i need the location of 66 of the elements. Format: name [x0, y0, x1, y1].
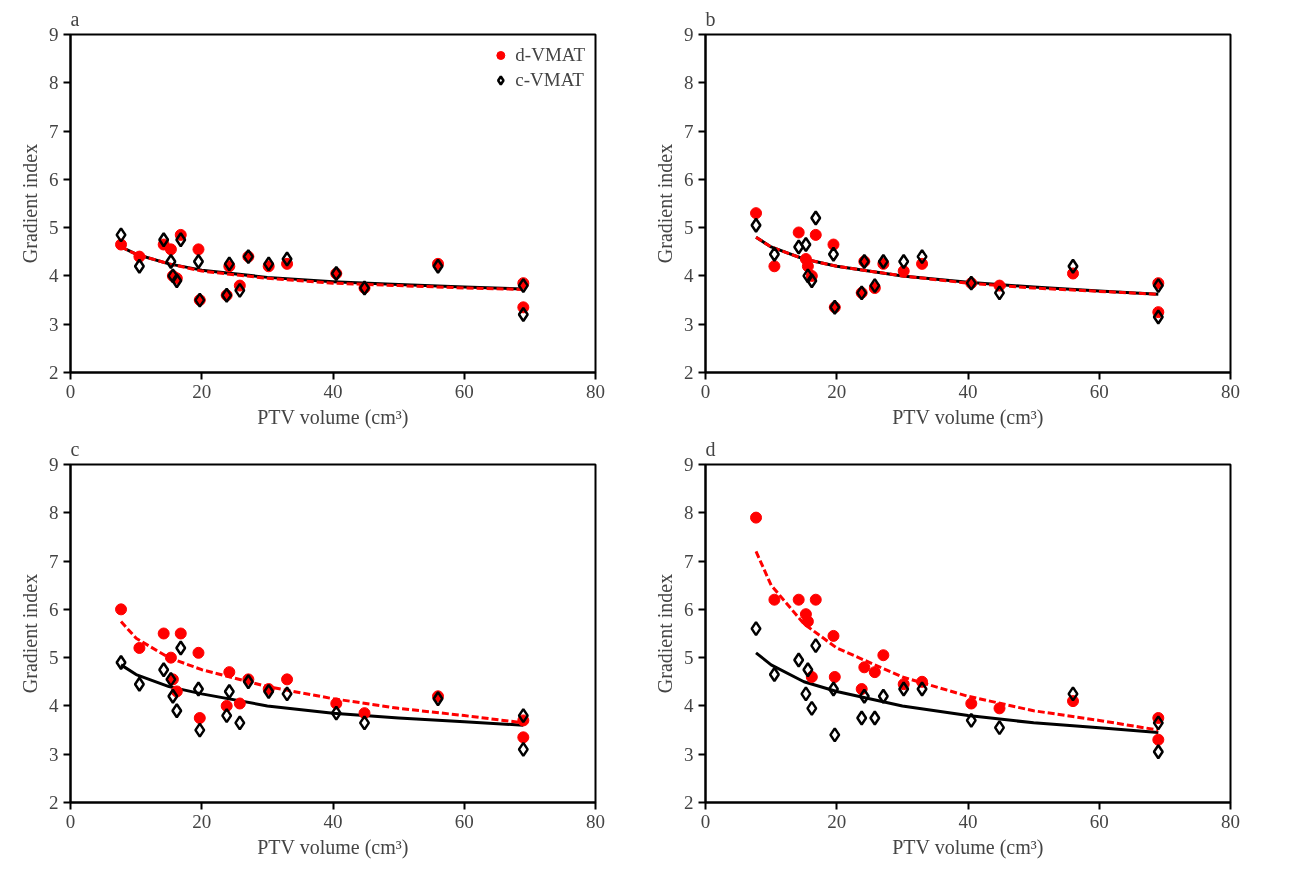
y-tick-label: 3	[49, 743, 59, 765]
y-tick-label: 3	[684, 743, 694, 765]
y-tick-label: 4	[684, 695, 694, 717]
x-tick-label: 40	[958, 810, 978, 832]
y-tick-label: 6	[684, 168, 694, 190]
y-tick-label: 7	[49, 120, 59, 142]
x-tick-label: 40	[323, 380, 343, 402]
chart-title: c	[70, 437, 80, 460]
x-tick-label: 60	[1089, 810, 1109, 832]
x-axis-title: PTV volume (cm³)	[257, 405, 409, 429]
x-tick-label: 60	[454, 810, 474, 832]
y-tick-label: 8	[684, 72, 694, 94]
y-tick-label: 8	[49, 502, 59, 524]
x-tick-label: 80	[586, 810, 605, 832]
y-axis-title: Gradient index	[19, 143, 41, 264]
y-tick-label: 2	[49, 792, 59, 813]
y-tick-label: 5	[49, 217, 59, 239]
x-tick-label: 40	[323, 810, 343, 832]
y-tick-label: 8	[49, 72, 59, 94]
legend-label: d-VMAT	[515, 44, 585, 66]
y-tick-label: 3	[49, 313, 59, 335]
y-tick-label: 6	[49, 168, 59, 190]
y-tick-label: 9	[684, 24, 694, 45]
chart-title: d	[705, 437, 716, 460]
y-axis-title: Gradient index	[654, 143, 676, 264]
y-tick-label: 2	[49, 362, 59, 383]
x-tick-label: 40	[958, 380, 978, 402]
x-tick-label: 0	[65, 380, 76, 402]
x-tick-label: 0	[65, 810, 76, 832]
y-tick-label: 5	[49, 647, 59, 669]
y-tick-label: 5	[684, 217, 694, 239]
y-tick-label: 7	[684, 550, 694, 572]
y-tick-label: 9	[49, 454, 59, 475]
legend-label: c-VMAT	[515, 69, 584, 91]
x-tick-label: 60	[1089, 380, 1109, 402]
x-axis-title: PTV volume (cm³)	[892, 835, 1044, 859]
y-tick-label: 9	[684, 454, 694, 475]
x-tick-label: 0	[700, 810, 711, 832]
y-axis-title: Gradient index	[19, 573, 41, 694]
x-tick-label: 20	[192, 810, 212, 832]
y-tick-label: 5	[684, 647, 694, 669]
chart-title: a	[70, 7, 80, 30]
x-tick-label: 80	[1221, 380, 1240, 402]
y-tick-label: 6	[49, 598, 59, 620]
x-tick-label: 20	[192, 380, 212, 402]
y-tick-label: 7	[684, 120, 694, 142]
y-tick-label: 6	[684, 598, 694, 620]
y-tick-label: 2	[684, 362, 694, 383]
x-tick-label: 80	[586, 380, 605, 402]
x-axis-title: PTV volume (cm³)	[257, 835, 409, 859]
x-tick-label: 0	[700, 380, 711, 402]
y-tick-label: 8	[684, 502, 694, 524]
y-tick-label: 4	[684, 265, 694, 287]
x-axis-title: PTV volume (cm³)	[892, 405, 1044, 429]
y-axis-title: Gradient index	[654, 573, 676, 694]
y-tick-label: 7	[49, 550, 59, 572]
y-tick-label: 2	[684, 792, 694, 813]
y-tick-label: 4	[49, 265, 59, 287]
x-tick-label: 20	[827, 380, 847, 402]
y-tick-label: 3	[684, 313, 694, 335]
chart-title: b	[705, 7, 716, 30]
x-tick-label: 80	[1221, 810, 1240, 832]
y-tick-label: 4	[49, 695, 59, 717]
x-tick-label: 20	[827, 810, 847, 832]
x-tick-label: 60	[454, 380, 474, 402]
y-tick-label: 9	[49, 24, 59, 45]
